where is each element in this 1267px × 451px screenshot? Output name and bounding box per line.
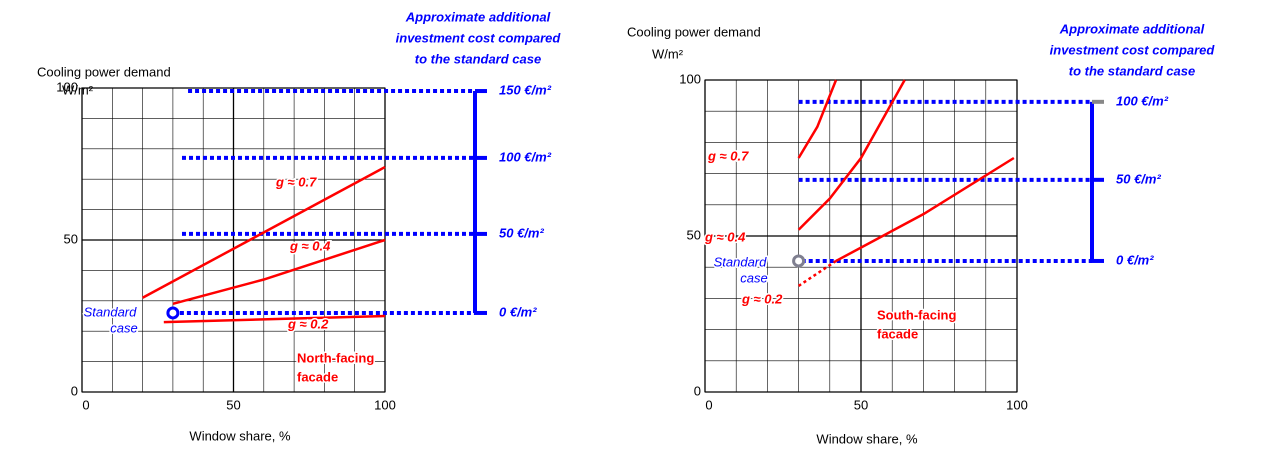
y-tick-label: 0 [694,383,701,398]
y-axis-label: Cooling power demand [627,24,761,39]
series-line [797,259,837,287]
standard-label: case [740,270,767,285]
standard-marker [166,306,180,320]
x-tick-label: 100 [374,397,396,412]
series-label: g ≈ 0.4 [289,238,331,253]
cost-title: Approximate additional [1059,21,1205,36]
cost-label: 100 €/m² [1116,93,1169,108]
series-line [797,79,906,231]
cost-label: 50 €/m² [1116,171,1161,186]
y-axis-unit: W/m² [652,46,684,61]
series-line [142,165,386,299]
cost-title: investment cost compared [396,30,562,45]
series-label: g ≈ 0.2 [741,291,783,306]
series-label: g ≈ 0.7 [707,148,749,163]
standard-label: Standard [84,304,138,319]
x-tick-label: 100 [1006,397,1028,412]
cost-label: 0 €/m² [499,304,537,319]
standard-label: case [110,320,137,335]
cost-label: 100 €/m² [499,149,552,164]
series-label: g ≈ 0.2 [287,316,329,331]
cost-title: Approximate additional [405,9,551,24]
y-tick-label: 0 [71,383,78,398]
y-tick-label: 100 [679,71,701,86]
cost-title: to the standard case [415,51,541,66]
facade-label: facade [877,326,918,341]
x-tick-label: 0 [705,397,712,412]
x-axis-label: Window share, % [816,431,918,446]
y-tick-label: 50 [64,231,78,246]
x-tick-label: 50 [226,397,240,412]
cost-title: investment cost compared [1050,42,1216,57]
y-axis-unit: W/m² [62,82,94,97]
x-axis-label: Window share, % [189,428,291,443]
series-line [172,238,386,306]
standard-label: Standard [714,254,768,269]
y-tick-label: 50 [687,227,701,242]
facade-label: facade [297,369,338,384]
cost-label: 0 €/m² [1116,252,1154,267]
facade-label: South-facing [877,307,956,322]
facade-label: North-facing [297,350,374,365]
cost-title: to the standard case [1069,63,1195,78]
series-label: g ≈ 0.7 [275,174,317,189]
series-line [163,314,386,324]
y-axis-label: Cooling power demand [37,64,171,79]
standard-marker [792,254,806,268]
x-tick-label: 50 [854,397,868,412]
cost-label: 50 €/m² [499,225,544,240]
y-tick-label: 100 [56,79,78,94]
series-line [797,79,838,159]
x-tick-label: 0 [82,397,89,412]
series-line [835,156,1015,263]
cost-label: 150 €/m² [499,82,552,97]
series-label: g ≈ 0.4 [704,229,746,244]
